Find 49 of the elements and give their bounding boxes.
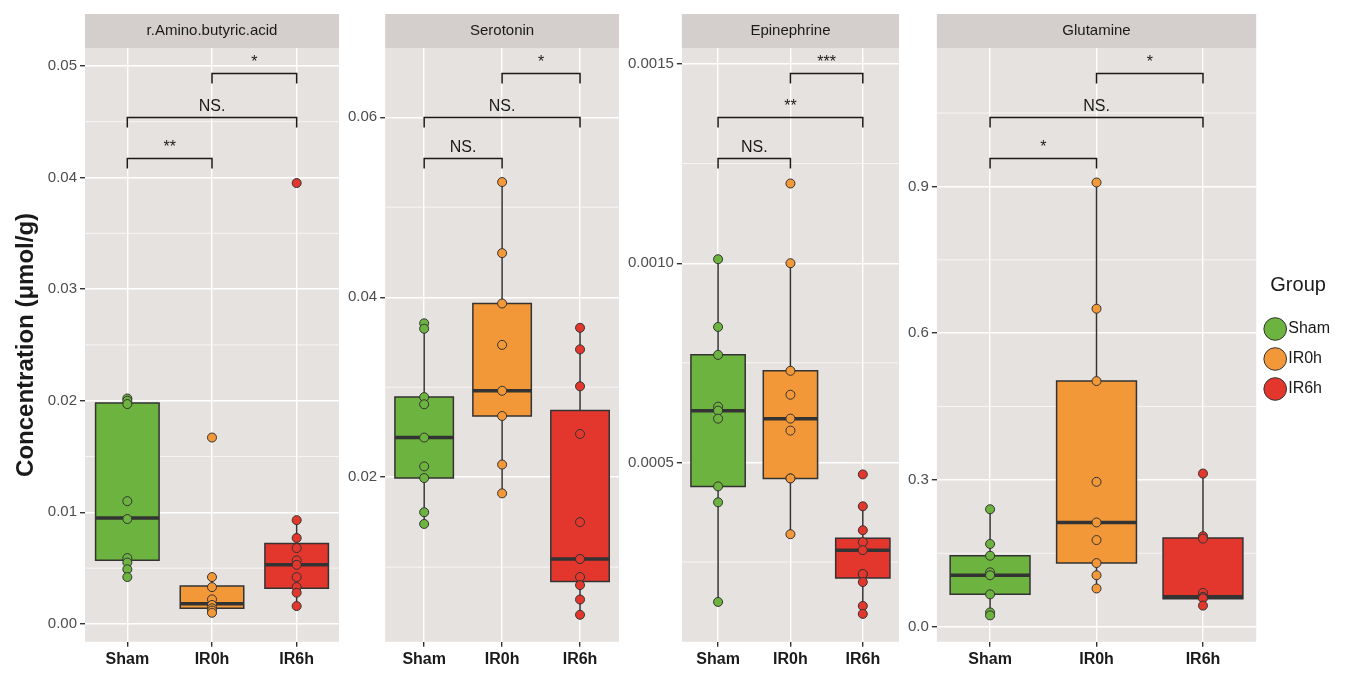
annotation: NS. bbox=[198, 96, 226, 114]
chart-title: Epinephrine bbox=[750, 21, 831, 39]
x-tick-label: IR6h bbox=[562, 649, 598, 667]
annotation: NS. bbox=[1083, 96, 1110, 114]
y-tick-label: 0.3 bbox=[907, 470, 929, 488]
y-axis-title: Concentration (μmol/g) bbox=[11, 212, 39, 477]
x-tick-label: IR0h bbox=[194, 649, 230, 667]
y-tick-label: 0.00 bbox=[47, 614, 77, 632]
y-tick-label: 0.05 bbox=[47, 56, 77, 73]
annotation: * bbox=[1040, 137, 1047, 155]
x-tick-label: IR0h bbox=[773, 649, 808, 667]
y-tick-label: 0.0005 bbox=[627, 452, 674, 470]
legend-label: IR6h bbox=[1288, 379, 1322, 397]
chart-title: r.Amino.butyric.acid bbox=[146, 21, 278, 39]
y-tick-label: 0.01 bbox=[47, 502, 77, 520]
legend-label: Sham bbox=[1288, 319, 1330, 337]
x-tick-label: IR6h bbox=[279, 649, 314, 667]
y-tick-label: 0.02 bbox=[47, 390, 77, 408]
y-tick-label: 0.6 bbox=[907, 323, 929, 341]
x-tick-label: Sham bbox=[968, 649, 1012, 667]
x-tick-label: IR6h bbox=[845, 649, 881, 667]
annotation: *** bbox=[817, 52, 836, 70]
annotation: NS. bbox=[740, 137, 768, 155]
y-tick-label: 0.04 bbox=[347, 287, 378, 305]
annotation: * bbox=[251, 52, 258, 70]
legend-title: Group bbox=[1270, 272, 1326, 295]
y-tick-label: 0.03 bbox=[47, 279, 77, 297]
y-tick-label: 0.0015 bbox=[627, 54, 674, 72]
annotation: * bbox=[537, 52, 545, 70]
annotation: ** bbox=[163, 137, 176, 155]
annotation: * bbox=[1146, 52, 1153, 70]
legend-label: IR0h bbox=[1288, 349, 1322, 367]
chart-title: Glutamine bbox=[1062, 21, 1131, 39]
x-tick-label: IR0h bbox=[1079, 649, 1114, 667]
x-tick-label: Sham bbox=[696, 649, 740, 667]
y-tick-label: 0.9 bbox=[907, 176, 929, 194]
y-tick-label: 0.0010 bbox=[627, 253, 674, 271]
x-tick-label: IR6h bbox=[1185, 649, 1221, 667]
annotation: NS. bbox=[488, 96, 516, 114]
chart-title: Serotonin bbox=[469, 21, 535, 39]
y-tick-label: 0.06 bbox=[347, 107, 378, 125]
x-tick-label: Sham bbox=[105, 649, 150, 667]
annotation: NS. bbox=[449, 137, 477, 155]
y-tick-label: 0.04 bbox=[47, 167, 77, 185]
x-tick-label: IR0h bbox=[484, 649, 520, 667]
y-tick-label: 0.0 bbox=[907, 616, 929, 634]
x-tick-label: Sham bbox=[402, 649, 446, 667]
annotation: ** bbox=[784, 96, 797, 114]
y-tick-label: 0.02 bbox=[347, 467, 378, 485]
